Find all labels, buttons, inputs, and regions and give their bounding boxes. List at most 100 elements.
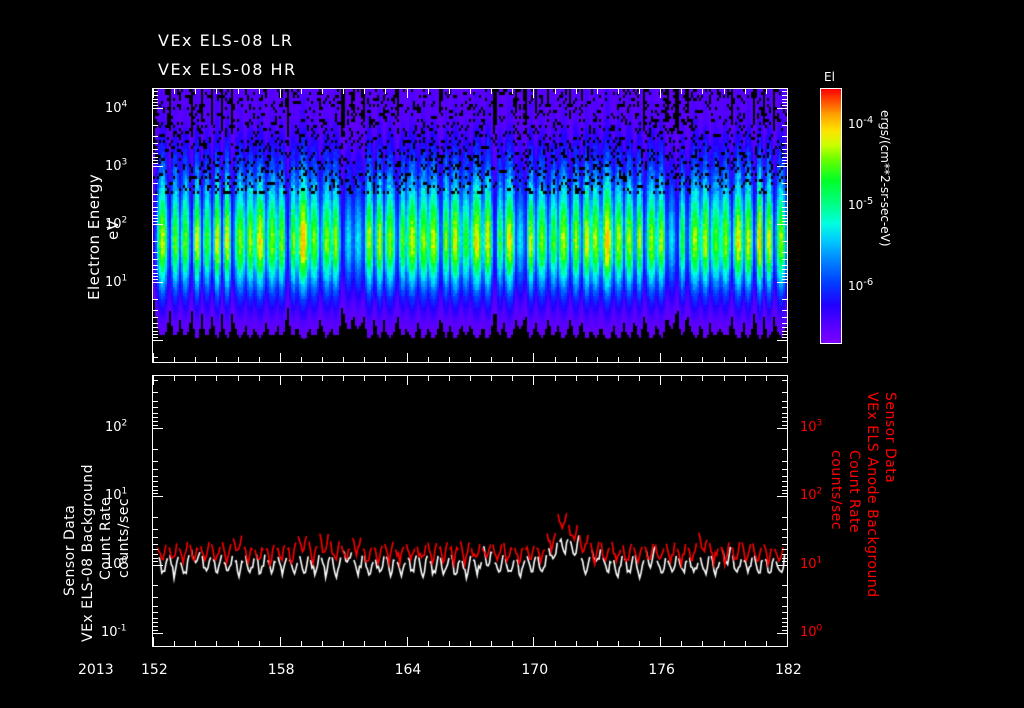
axis-tick (238, 641, 239, 647)
axis-tick (782, 537, 788, 538)
axis-tick (152, 241, 158, 242)
axis-tick (597, 375, 598, 381)
axis-tick (152, 529, 158, 530)
bottom-right-ylabel-line2: VEx ELS Anode Background (864, 392, 880, 598)
axis-tick (777, 282, 788, 283)
axis-tick (782, 194, 788, 195)
axis-tick (782, 299, 788, 300)
axis-tick (385, 88, 386, 94)
axis-tick (724, 88, 725, 94)
bottom-right-ylabel-line4: counts/sec (828, 450, 844, 531)
axis-tick (152, 585, 158, 586)
axis-tick (639, 357, 640, 363)
axis-tick (152, 273, 158, 274)
axis-tick (152, 265, 158, 266)
axis-tick (782, 554, 788, 555)
axis-tick (152, 108, 163, 109)
axis-tick (238, 88, 239, 94)
xaxis-tick-label-3: 170 (521, 662, 549, 678)
axis-tick (152, 469, 158, 470)
axis-tick (152, 421, 158, 422)
axis-tick (639, 375, 640, 381)
axis-tick (152, 380, 158, 381)
axis-tick (385, 357, 386, 363)
title-line-1: VEx ELS-08 LR (158, 31, 294, 50)
axis-tick (576, 357, 577, 363)
axis-tick (152, 269, 158, 270)
axis-tick (782, 183, 788, 184)
colorbar (820, 88, 842, 344)
axis-tick (782, 490, 788, 491)
axis-tick (280, 88, 281, 98)
axis-tick (152, 215, 158, 216)
axis-tick (259, 375, 260, 381)
axis-tick (782, 529, 788, 530)
axis-tick (782, 630, 788, 631)
axis-tick (724, 375, 725, 381)
axis-tick (782, 597, 788, 598)
axis-tick (152, 259, 158, 260)
axis-tick (782, 622, 788, 623)
axis-tick (782, 221, 788, 222)
top-ytick-label-3: 101 (105, 273, 128, 290)
axis-tick (782, 310, 788, 311)
axis-tick (152, 102, 158, 103)
axis-tick (152, 476, 158, 477)
axis-tick (152, 252, 158, 253)
axis-tick (782, 413, 788, 414)
axis-tick (512, 641, 513, 647)
axis-tick (782, 334, 788, 335)
axis-tick (782, 215, 788, 216)
bottom-right-ytick-label-2: 101 (800, 555, 823, 572)
axis-tick (597, 357, 598, 363)
axis-tick (576, 375, 577, 381)
axis-tick (777, 565, 788, 566)
axis-tick (782, 357, 788, 358)
axis-tick (491, 641, 492, 647)
axis-tick (152, 622, 158, 623)
axis-tick (152, 224, 163, 225)
axis-tick (533, 88, 534, 98)
axis-tick (216, 88, 217, 94)
axis-tick (639, 88, 640, 94)
axis-tick (152, 91, 158, 92)
axis-tick (174, 357, 175, 363)
axis-tick (782, 327, 788, 328)
axis-tick (491, 375, 492, 381)
axis-tick (745, 375, 746, 381)
axis-tick (782, 425, 788, 426)
axis-tick (152, 490, 158, 491)
axis-tick (782, 461, 788, 462)
spectrogram-panel (152, 88, 788, 363)
axis-tick (681, 357, 682, 363)
axis-tick (787, 88, 788, 98)
axis-tick (777, 340, 788, 341)
axis-tick (364, 375, 365, 381)
axis-tick (407, 88, 408, 98)
axis-tick (449, 375, 450, 381)
axis-tick (766, 641, 767, 647)
axis-tick (681, 375, 682, 381)
axis-tick (174, 375, 175, 381)
axis-tick (152, 334, 158, 335)
axis-tick (152, 565, 163, 566)
axis-tick (152, 425, 158, 426)
spectrogram-canvas (153, 89, 787, 362)
axis-tick (152, 194, 158, 195)
bottom-left-ytick-label-2: 100 (105, 555, 128, 572)
axis-tick (782, 558, 788, 559)
axis-tick (152, 99, 158, 100)
top-ylabel-line2: eV (104, 219, 122, 241)
axis-tick (152, 143, 158, 144)
axis-tick (152, 327, 158, 328)
axis-tick (152, 558, 158, 559)
axis-tick (152, 337, 158, 338)
axis-tick (782, 125, 788, 126)
axis-tick (152, 549, 158, 550)
axis-tick (702, 375, 703, 381)
axis-tick (782, 252, 788, 253)
axis-tick (782, 241, 788, 242)
axis-tick (152, 323, 158, 324)
axis-tick (152, 449, 158, 450)
